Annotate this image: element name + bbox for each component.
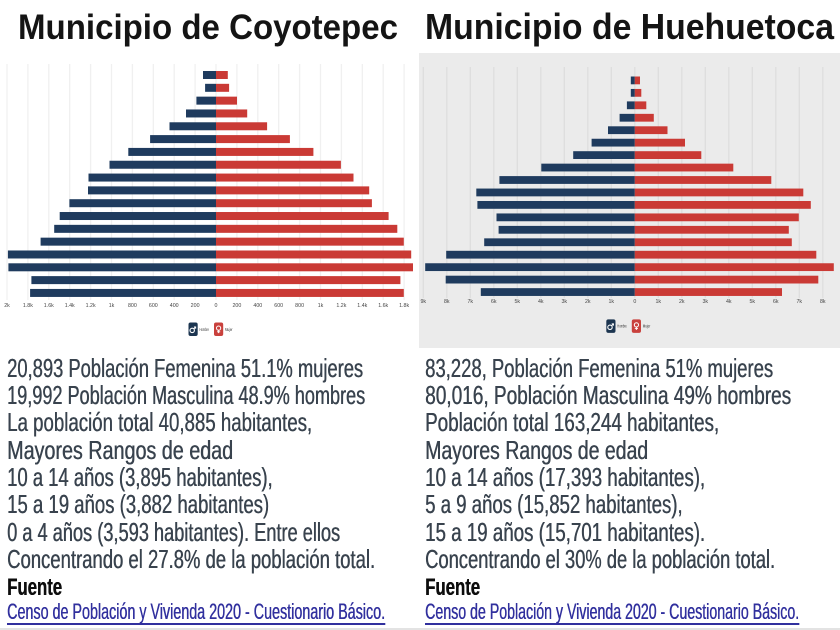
svg-text:800: 800 xyxy=(128,303,137,309)
svg-text:4k: 4k xyxy=(726,299,732,305)
svg-text:800: 800 xyxy=(295,303,304,309)
svg-text:1k: 1k xyxy=(608,299,614,305)
svg-text:7k: 7k xyxy=(467,299,473,305)
svg-text:2k: 2k xyxy=(4,303,10,309)
svg-text:2k: 2k xyxy=(679,299,685,305)
svg-text:1.4k: 1.4k xyxy=(65,303,75,309)
svg-text:1k: 1k xyxy=(655,299,661,305)
svg-text:Hombre: Hombre xyxy=(617,324,627,329)
svg-text:200: 200 xyxy=(191,303,200,309)
svg-text:Hombre: Hombre xyxy=(200,327,210,332)
svg-text:8k: 8k xyxy=(444,299,450,305)
svg-text:Mujer: Mujer xyxy=(643,324,651,329)
svg-text:0: 0 xyxy=(633,299,636,305)
svg-text:1k: 1k xyxy=(318,303,324,309)
svg-text:4k: 4k xyxy=(538,299,544,305)
svg-text:1.8k: 1.8k xyxy=(399,303,409,309)
svg-text:3k: 3k xyxy=(561,299,567,305)
svg-text:1.8k: 1.8k xyxy=(23,303,33,309)
svg-text:2k: 2k xyxy=(585,299,591,305)
svg-text:600: 600 xyxy=(149,303,158,309)
svg-text:600: 600 xyxy=(274,303,283,309)
svg-text:5k: 5k xyxy=(514,299,520,305)
svg-text:3k: 3k xyxy=(702,299,708,305)
svg-text:0: 0 xyxy=(215,303,218,309)
svg-text:400: 400 xyxy=(170,303,179,309)
svg-text:5k: 5k xyxy=(749,299,755,305)
svg-text:6k: 6k xyxy=(491,299,497,305)
svg-text:1.2k: 1.2k xyxy=(86,303,96,309)
svg-text:1.6k: 1.6k xyxy=(378,303,388,309)
svg-text:400: 400 xyxy=(253,303,262,309)
svg-text:9k: 9k xyxy=(420,299,426,305)
svg-text:1.6k: 1.6k xyxy=(44,303,54,309)
svg-text:1.4k: 1.4k xyxy=(357,303,367,309)
svg-text:8k: 8k xyxy=(820,299,826,305)
svg-text:1.2k: 1.2k xyxy=(336,303,346,309)
svg-text:Mujer: Mujer xyxy=(225,327,233,332)
svg-text:6k: 6k xyxy=(773,299,779,305)
svg-text:200: 200 xyxy=(232,303,241,309)
svg-text:7k: 7k xyxy=(796,299,802,305)
svg-text:1k: 1k xyxy=(109,303,115,309)
